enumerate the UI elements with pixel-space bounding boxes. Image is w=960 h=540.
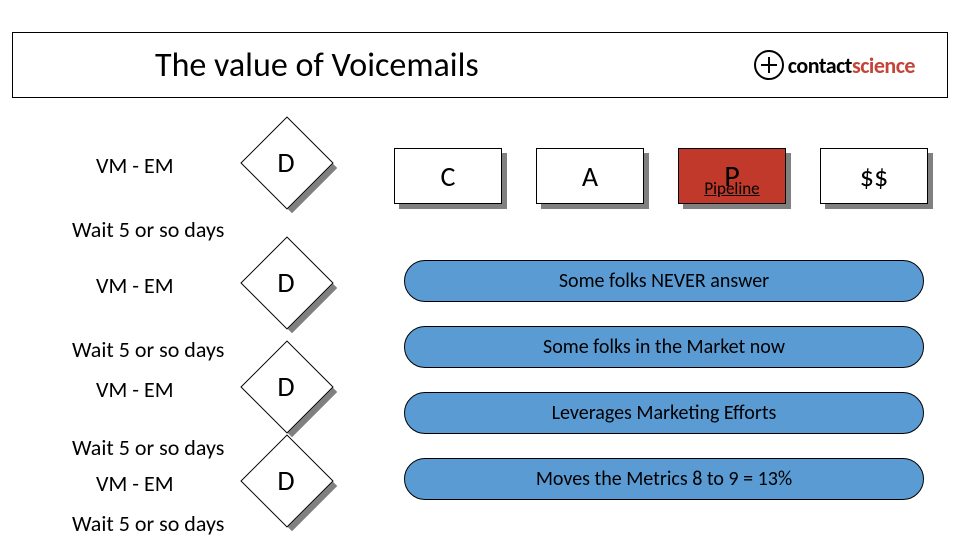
decision-diamond: D <box>254 250 326 322</box>
brand-word1: contact <box>788 52 852 79</box>
diamond-label: D <box>254 354 318 418</box>
brand-logo: contactscience <box>754 33 915 97</box>
decision-diamond: D <box>254 354 326 426</box>
value-note: Moves the Metrics 8 to 9 = 13% <box>404 458 924 500</box>
title-bar: The value of Voicemails contactscience <box>12 32 948 98</box>
box-label: A <box>582 159 598 194</box>
value-note: Some folks in the Market now <box>404 326 924 368</box>
page-title: The value of Voicemails <box>155 45 479 86</box>
stage-box: C <box>394 148 502 204</box>
decision-diamond: D <box>254 130 326 202</box>
stage-box: $$ <box>820 148 928 204</box>
diamond-label: D <box>254 130 318 194</box>
vm-em-label: VM - EM <box>96 272 174 299</box>
wait-label: Wait 5 or so days <box>72 434 224 461</box>
box-face: PPipeline <box>678 148 786 204</box>
box-face: $$ <box>820 148 928 204</box>
vm-em-label: VM - EM <box>96 470 174 497</box>
value-note: Leverages Marketing Efforts <box>404 392 924 434</box>
decision-diamond: D <box>254 448 326 520</box>
box-sub-label: Pipeline <box>679 178 785 199</box>
stage-box: PPipeline <box>678 148 786 204</box>
vm-em-label: VM - EM <box>96 152 174 179</box>
brand-word2: science <box>852 52 915 79</box>
wait-label: Wait 5 or so days <box>72 336 224 363</box>
vm-em-label: VM - EM <box>96 376 174 403</box>
value-note: Some folks NEVER answer <box>404 260 924 302</box>
box-label: C <box>441 159 456 194</box>
diamond-label: D <box>254 448 318 512</box>
brand-text: contactscience <box>788 52 915 79</box>
wait-label: Wait 5 or so days <box>72 510 224 537</box>
wait-label: Wait 5 or so days <box>72 216 224 243</box>
target-icon <box>754 50 784 80</box>
diamond-label: D <box>254 250 318 314</box>
box-face: C <box>394 148 502 204</box>
box-label: $$ <box>860 159 888 194</box>
stage-box: A <box>536 148 644 204</box>
box-face: A <box>536 148 644 204</box>
